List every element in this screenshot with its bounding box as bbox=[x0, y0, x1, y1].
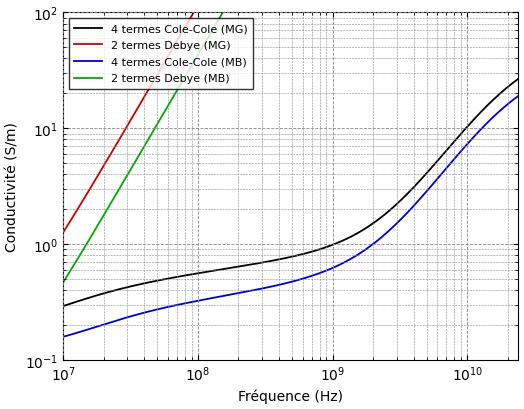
Y-axis label: Conductivité (S/m): Conductivité (S/m) bbox=[6, 122, 19, 252]
Legend: 4 termes Cole-Cole (MG), 2 termes Debye (MG), 4 termes Cole-Cole (MB), 2 termes : 4 termes Cole-Cole (MG), 2 termes Debye … bbox=[69, 19, 253, 90]
X-axis label: Fréquence (Hz): Fréquence (Hz) bbox=[238, 389, 343, 403]
